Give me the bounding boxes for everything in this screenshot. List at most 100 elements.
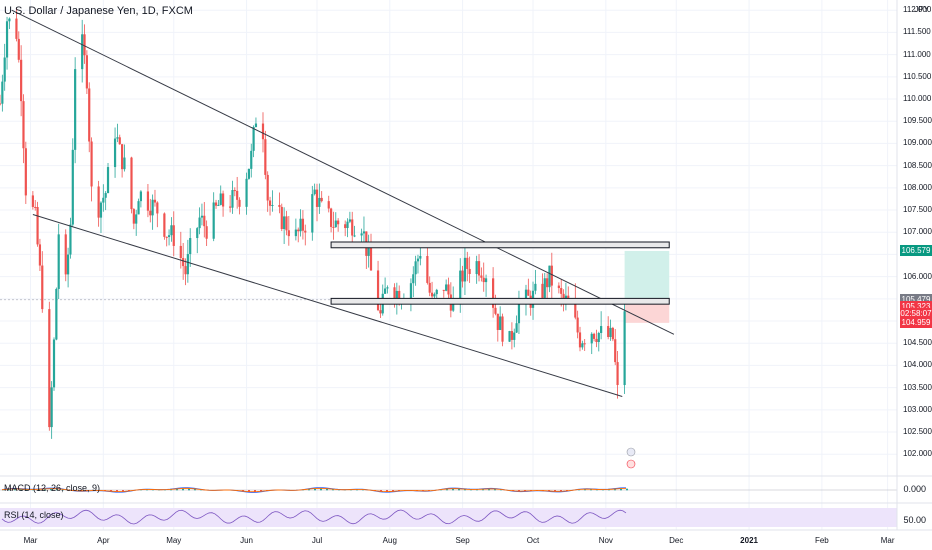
- macd-histogram-bar: [458, 488, 460, 491]
- candle-body: [543, 278, 546, 298]
- macd-histogram-bar: [380, 490, 382, 492]
- x-tick-label: May: [166, 536, 182, 545]
- candle-body: [541, 283, 544, 298]
- y-tick-label: 112.000: [903, 5, 932, 15]
- candle-body: [393, 287, 396, 300]
- candle-body: [499, 316, 502, 330]
- candle-body: [139, 191, 142, 202]
- candle-body: [130, 157, 133, 210]
- price-badge: 104.959: [900, 317, 932, 329]
- candle-body: [245, 178, 248, 207]
- chart-background: [0, 0, 897, 550]
- candle-body: [179, 245, 182, 259]
- candle-body: [266, 174, 269, 201]
- candle-body: [64, 234, 67, 275]
- candle-body: [212, 202, 215, 239]
- macd-histogram-bar: [50, 488, 52, 491]
- macd-histogram-bar: [314, 488, 316, 491]
- candle-body: [318, 197, 321, 207]
- candle-body: [468, 268, 471, 275]
- chart-title: U.S. Dollar / Japanese Yen, 1D, FXCM: [4, 5, 193, 17]
- candle-body: [353, 235, 356, 237]
- candle-body: [595, 338, 598, 343]
- x-tick-label: Aug: [382, 536, 397, 545]
- macd-histogram-bar: [494, 489, 496, 491]
- candle-body: [383, 288, 387, 294]
- macd-histogram-bar: [452, 488, 454, 491]
- candle-body: [433, 294, 436, 297]
- macd-histogram-bar: [560, 490, 562, 492]
- x-tick-label: Feb: [814, 536, 829, 545]
- macd-histogram-bar: [44, 489, 46, 491]
- candle-body: [609, 327, 612, 337]
- candle-body: [329, 208, 333, 227]
- flag-icon[interactable]: [626, 447, 636, 457]
- candle-body: [184, 266, 187, 275]
- candle-body: [151, 199, 154, 216]
- candle-body: [445, 284, 448, 291]
- candle-body: [106, 167, 110, 194]
- candle-body: [607, 326, 610, 337]
- macd-histogram-bar: [38, 489, 40, 491]
- candle-body: [231, 190, 234, 208]
- candle-body: [163, 213, 166, 237]
- target-zone: [624, 250, 670, 300]
- candle-body: [560, 288, 563, 294]
- price-badge: 105.479: [900, 294, 932, 306]
- candle-body: [196, 228, 199, 239]
- candle-body: [546, 278, 549, 288]
- candle-body: [1, 81, 4, 104]
- candle-body: [165, 236, 168, 238]
- macd-histogram-bar: [440, 489, 442, 491]
- candle-body: [254, 123, 258, 127]
- flag-icon[interactable]: [626, 459, 636, 469]
- rsi-legend[interactable]: RSI (14, close): [4, 510, 64, 520]
- x-tick-label: Dec: [669, 536, 684, 545]
- candle-body: [48, 309, 51, 428]
- candle-body: [280, 206, 283, 230]
- candle-body: [409, 283, 413, 299]
- y-tick-label: 104.500: [903, 338, 932, 348]
- candle-body: [524, 289, 528, 302]
- candle-body: [435, 289, 438, 295]
- x-tick-label: Oct: [526, 536, 540, 545]
- candle-body: [20, 59, 23, 102]
- candle-body: [517, 301, 521, 324]
- candle-body: [304, 230, 307, 233]
- macd-histogram-bar: [110, 490, 112, 492]
- candle-body: [515, 323, 518, 333]
- candle-body: [332, 226, 335, 228]
- candle-body: [236, 190, 239, 200]
- macd-histogram-bar: [620, 488, 622, 491]
- event-icons[interactable]: [626, 447, 636, 469]
- candle-body: [200, 215, 204, 218]
- candle-body: [492, 278, 495, 308]
- position-tool[interactable]: [0, 250, 670, 323]
- price-badge: 02:58:07: [900, 308, 932, 320]
- drawings[interactable]: [11, 9, 675, 397]
- candle-body: [590, 333, 593, 344]
- candle-body: [189, 238, 192, 255]
- macd-histogram-bar: [482, 489, 484, 491]
- candle-body: [116, 137, 119, 139]
- candle-body: [153, 199, 157, 203]
- macd-histogram-bar: [326, 488, 328, 491]
- rsi-line: [1, 509, 627, 525]
- macd-legend[interactable]: MACD (12, 26, close, 9): [4, 483, 101, 493]
- candle-body: [287, 230, 290, 237]
- candle-body: [344, 224, 347, 229]
- currency-label[interactable]: JPY: [913, 5, 930, 14]
- macd-histogram-bar: [596, 489, 598, 491]
- candle-body: [548, 265, 551, 288]
- candle-body: [118, 137, 121, 145]
- y-tick-label: 103.500: [903, 382, 932, 392]
- candle-body: [600, 326, 603, 333]
- macd-histogram-bar: [464, 489, 466, 491]
- candle-body: [395, 290, 398, 300]
- candle-body: [428, 282, 431, 293]
- macd-histogram-bar: [308, 489, 310, 491]
- x-tick-label: Sep: [455, 536, 470, 545]
- candle-body: [81, 34, 84, 70]
- candle-body: [510, 331, 514, 340]
